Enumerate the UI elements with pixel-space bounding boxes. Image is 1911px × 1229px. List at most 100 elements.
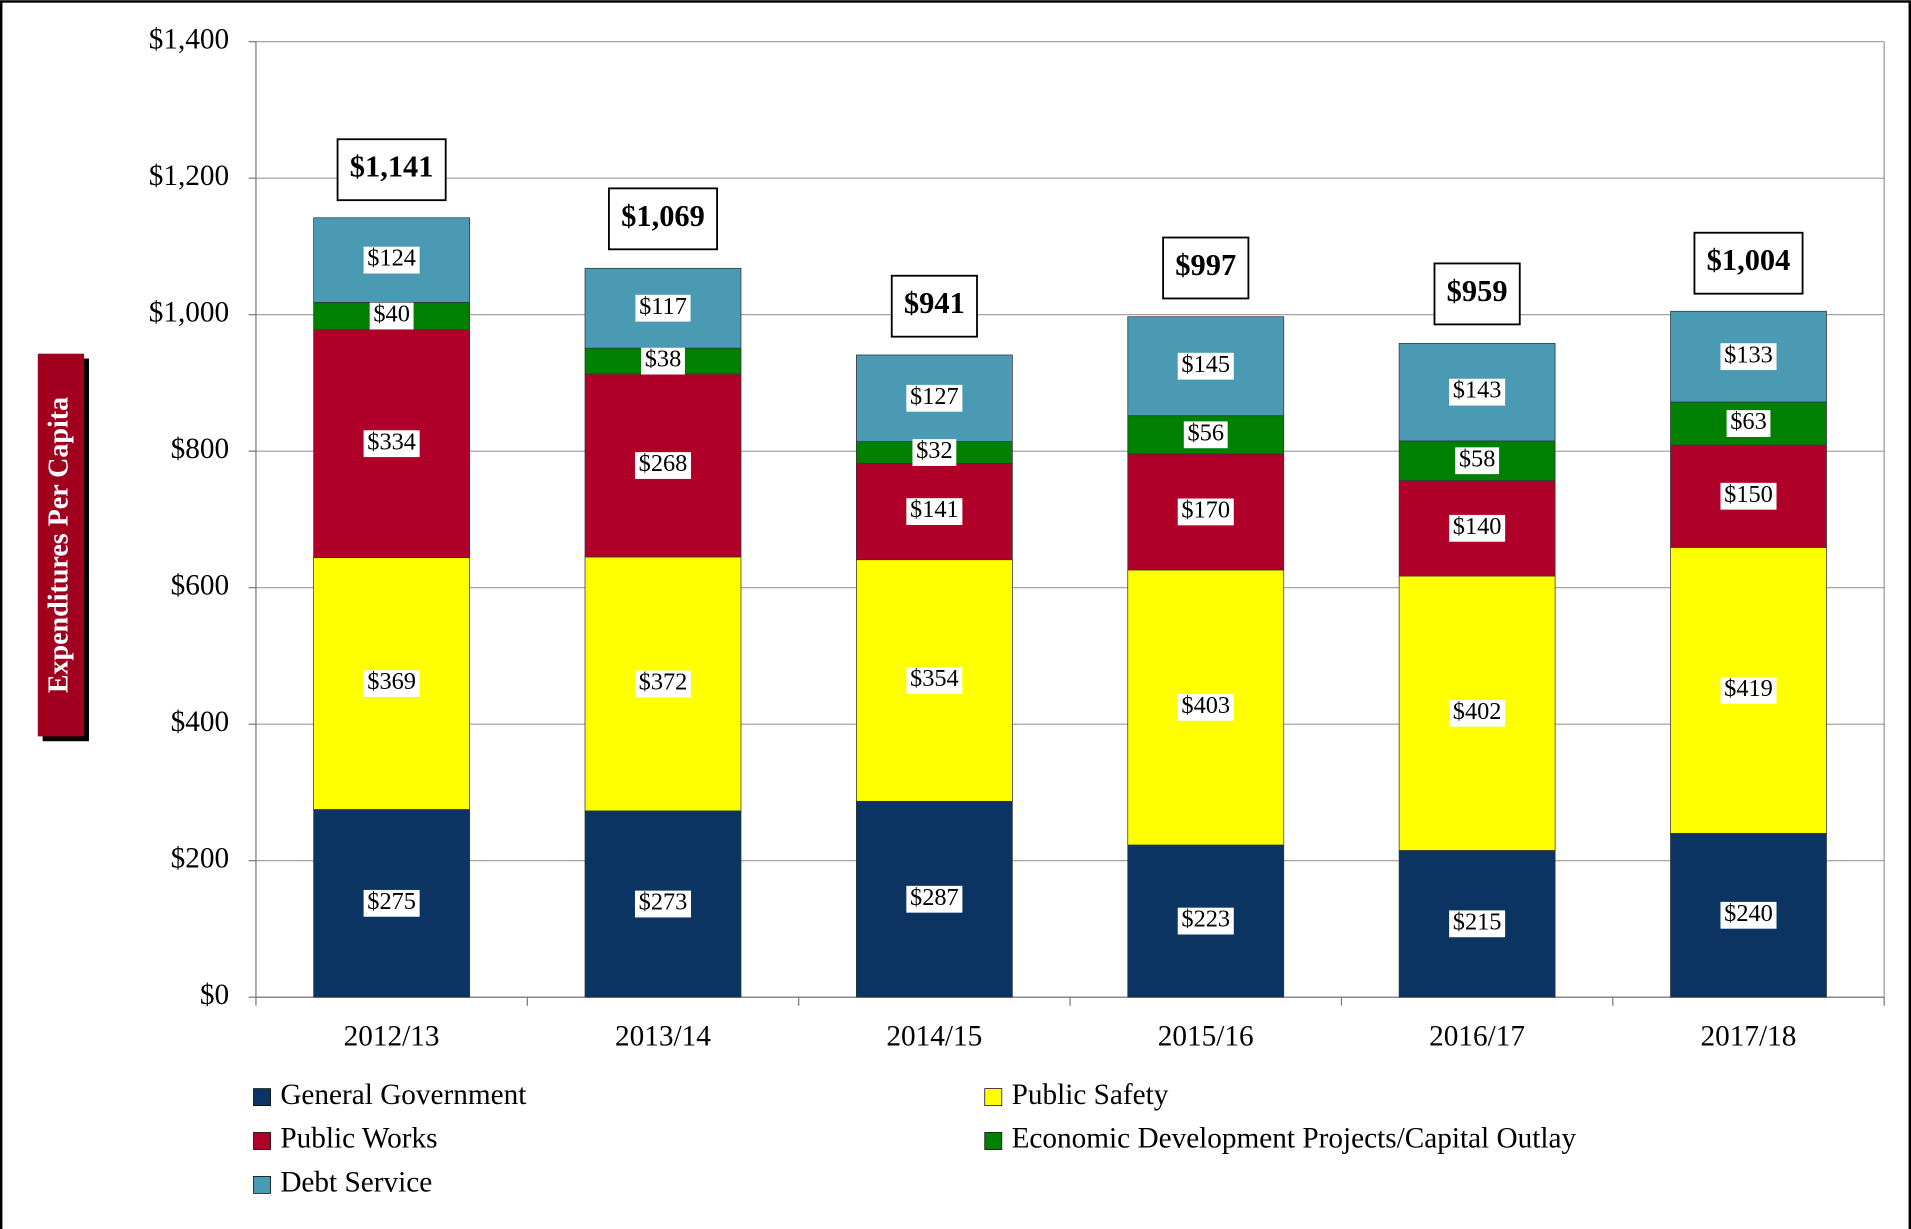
value-label: $124: [367, 245, 416, 272]
value-label: $143: [1453, 377, 1502, 404]
legend-label: General Government: [280, 1079, 526, 1111]
y-tick-label: $1,200: [149, 160, 229, 192]
y-tick-label: $1,400: [149, 23, 229, 55]
value-label-box: [906, 498, 963, 525]
x-tick-label: 2016/17: [1429, 1020, 1525, 1052]
value-label: $145: [1181, 351, 1230, 378]
value-label-box: [1720, 343, 1777, 371]
value-label: $402: [1453, 698, 1502, 725]
total-label-box: [336, 138, 447, 202]
value-label: $40: [373, 301, 410, 328]
x-tick-label: 2015/16: [1158, 1020, 1254, 1052]
total-label: $1,069: [621, 199, 705, 233]
value-label-box: [369, 302, 414, 330]
y-tick-label: $1,000: [149, 296, 229, 328]
total-label: $941: [904, 286, 965, 320]
value-label-box: [634, 452, 692, 479]
value-label: $240: [1724, 900, 1773, 927]
value-label: $372: [639, 669, 688, 696]
value-label: $223: [1181, 906, 1230, 933]
y-axis-label: Expenditures Per Capita: [43, 397, 74, 693]
value-label-box: [1449, 514, 1506, 542]
value-label: $369: [367, 668, 416, 695]
value-label: $273: [639, 889, 688, 916]
value-label-box: [363, 670, 420, 697]
legend-swatch: [984, 1132, 1003, 1150]
legend-swatch: [984, 1088, 1003, 1107]
value-label-box: [1449, 699, 1506, 727]
value-label: $170: [1181, 497, 1230, 524]
total-label: $997: [1175, 248, 1236, 282]
value-label-box: [906, 384, 963, 412]
value-label-box: [1449, 378, 1506, 406]
value-label: $215: [1453, 908, 1502, 935]
value-label-box: [1177, 907, 1234, 935]
value-label-box: [1720, 901, 1777, 929]
total-label-box: [890, 274, 978, 338]
y-tick-label: $200: [171, 842, 230, 874]
value-label-box: [1720, 676, 1777, 704]
total-label-box: [1433, 262, 1521, 326]
value-label: $268: [639, 450, 688, 477]
y-tick-label: $0: [200, 979, 229, 1011]
x-tick-label: 2013/14: [615, 1020, 711, 1052]
value-label-box: [634, 670, 692, 698]
value-label: $287: [910, 884, 959, 911]
total-label-box: [1162, 236, 1250, 300]
value-label-box: [634, 890, 692, 918]
x-tick-label: 2017/18: [1701, 1020, 1797, 1052]
total-label-box: [1693, 231, 1804, 295]
value-label: $354: [910, 665, 959, 692]
total-label: $959: [1447, 274, 1508, 308]
value-label-box: [363, 430, 420, 458]
total-label: $1,004: [1707, 243, 1791, 277]
value-label: $403: [1181, 692, 1230, 719]
value-label-box: [635, 294, 691, 322]
y-tick-label: $800: [171, 433, 230, 465]
value-label-box: [906, 885, 963, 913]
value-label: $58: [1459, 445, 1496, 472]
value-label: $419: [1724, 675, 1773, 702]
legend-label: Debt Service: [280, 1167, 432, 1199]
x-tick-label: 2014/15: [886, 1020, 982, 1052]
value-label: $127: [910, 383, 959, 410]
y-tick-label: $600: [171, 569, 230, 601]
legend-label: Public Works: [280, 1123, 437, 1155]
legend-label: Public Safety: [1012, 1079, 1169, 1111]
value-label-box: [1183, 421, 1228, 449]
value-label: $334: [367, 428, 416, 455]
value-label-box: [1177, 694, 1234, 721]
value-label: $56: [1187, 419, 1224, 446]
value-label-box: [363, 246, 420, 274]
value-label-box: [1177, 352, 1234, 380]
value-label-box: [641, 347, 685, 375]
value-label-box: [1726, 410, 1771, 437]
legend-swatch: [253, 1132, 271, 1150]
x-tick-label: 2012/13: [344, 1020, 440, 1052]
y-label-box: [37, 353, 85, 737]
value-label-box: [1720, 482, 1777, 510]
value-label: $117: [639, 293, 687, 320]
y-tick-label: $400: [171, 706, 230, 738]
value-label: $141: [910, 496, 959, 523]
value-label: $150: [1724, 481, 1773, 508]
value-label-box: [363, 889, 420, 917]
value-label-box: [1177, 498, 1234, 526]
legend-label: Economic Development Projects/Capital Ou…: [1012, 1123, 1577, 1155]
total-label: $1,141: [350, 150, 434, 184]
value-label: $32: [916, 437, 953, 464]
legend-swatch: [253, 1088, 271, 1107]
value-label: $140: [1453, 513, 1502, 540]
total-label-box: [608, 187, 718, 251]
value-label-box: [912, 439, 957, 466]
value-label: $275: [367, 888, 416, 915]
value-label-box: [1449, 910, 1506, 938]
value-label-box: [906, 667, 963, 694]
value-label: $63: [1730, 408, 1767, 435]
value-label-box: [1455, 447, 1500, 475]
value-label: $38: [645, 346, 682, 373]
value-label: $133: [1724, 341, 1773, 368]
